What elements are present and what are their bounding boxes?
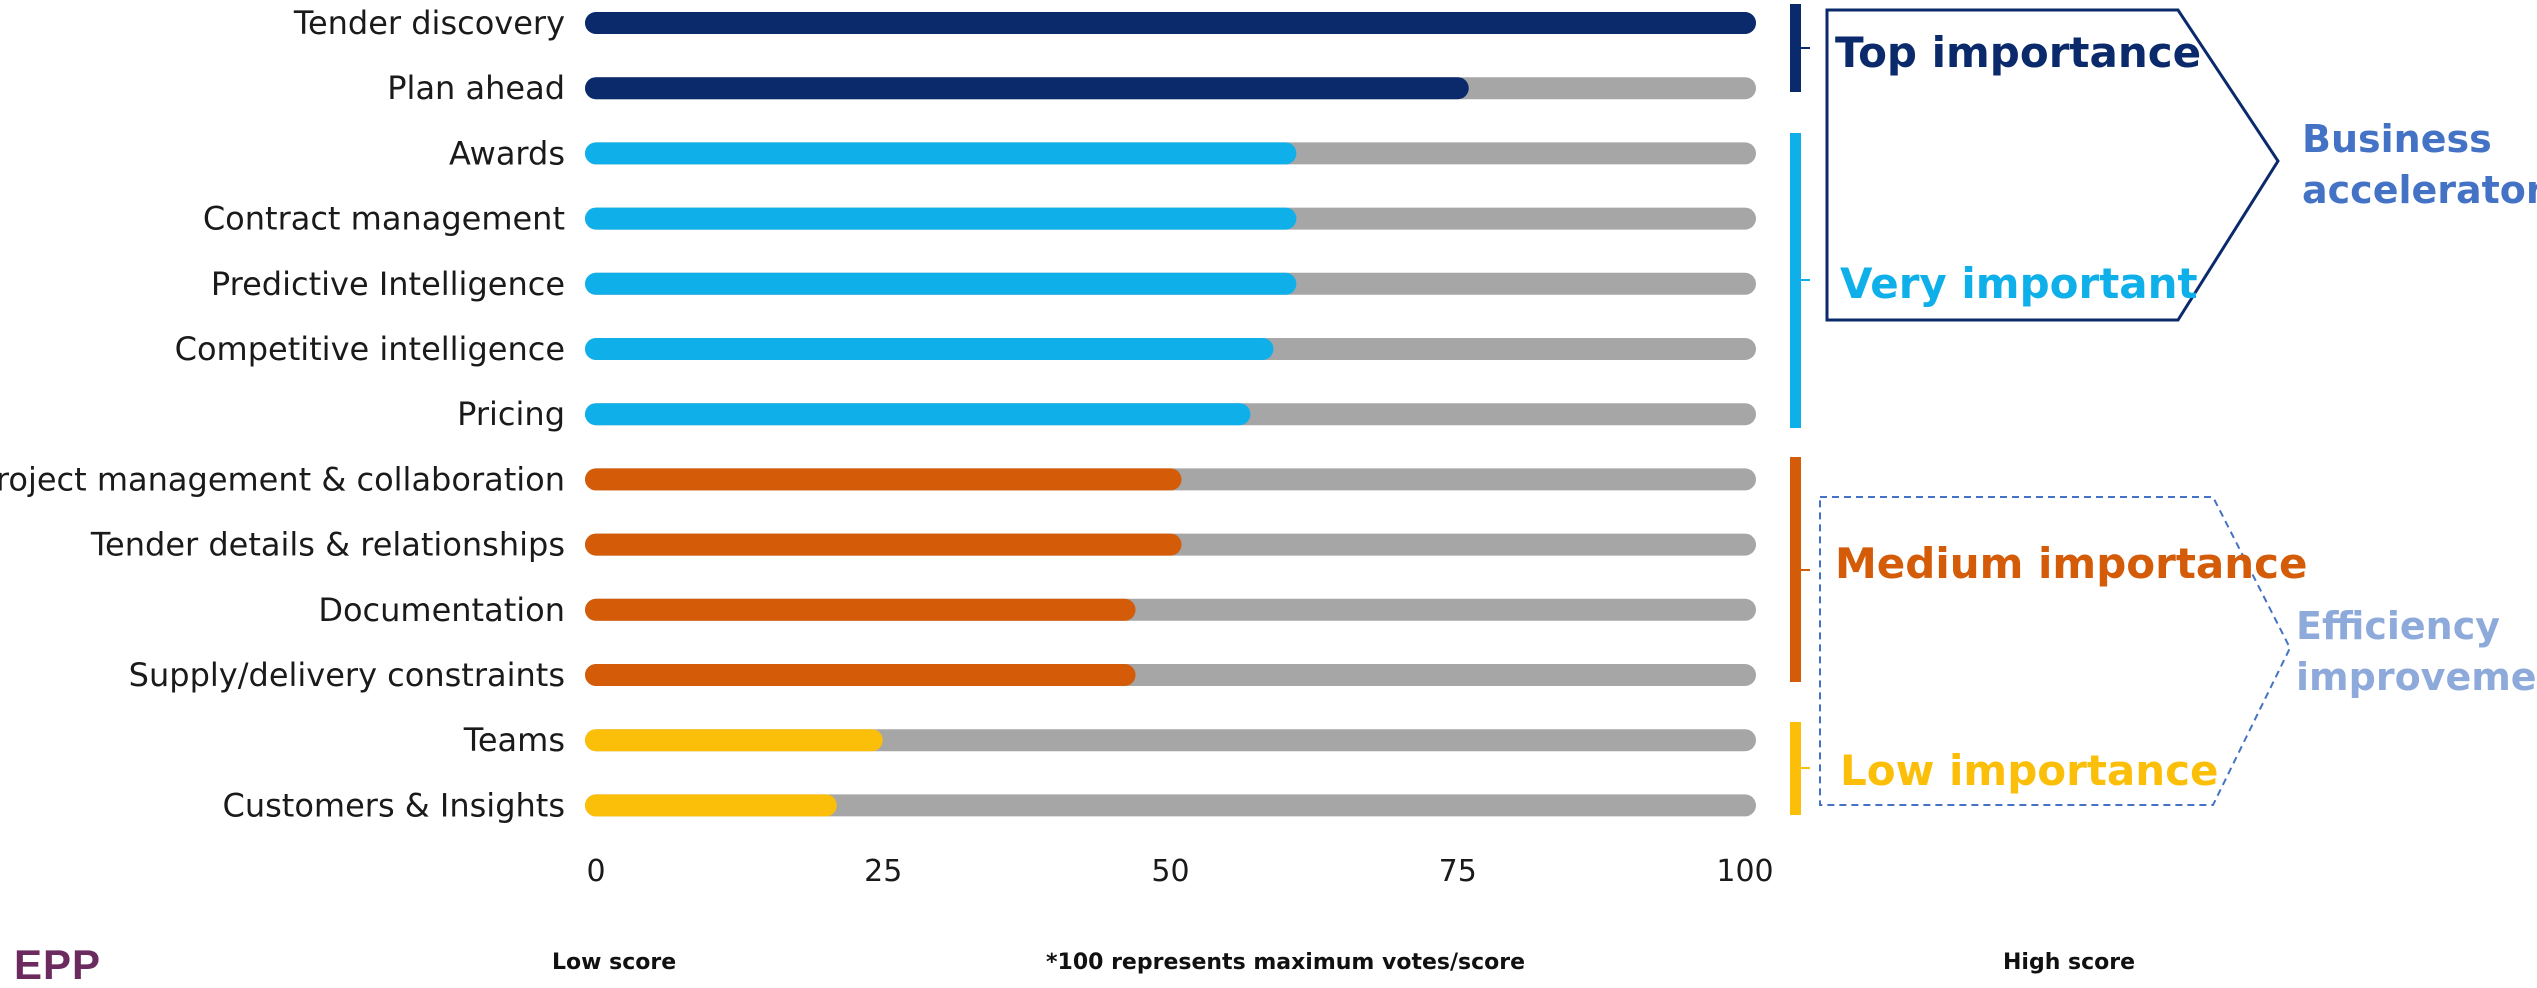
- category-label: Supply/delivery constraints: [129, 656, 565, 694]
- category-label: Plan ahead: [387, 69, 565, 107]
- bar: [585, 77, 1469, 100]
- bar: [585, 598, 1136, 621]
- bar: [585, 338, 1274, 360]
- max-score-note: *100 represents maximum votes/score: [1046, 950, 1526, 975]
- business-label-line1: Business: [2302, 117, 2492, 161]
- bracket-low: [1790, 722, 1801, 815]
- high-score-label: High score: [2003, 950, 2136, 975]
- x-tick-label: 50: [1151, 854, 1189, 889]
- category-label: Predictive Intelligence: [211, 265, 565, 303]
- x-tick-label: 25: [864, 854, 902, 889]
- x-tick-label: 75: [1439, 854, 1477, 889]
- category-label: Pricing: [457, 395, 565, 433]
- category-labels: Tender discovery Plan ahead Awards Contract…: [0, 4, 565, 824]
- bracket-medium: [1790, 457, 1801, 682]
- category-label: Tender details & relationships: [90, 526, 565, 564]
- group-label-top: Top importance: [1835, 28, 2201, 77]
- x-tick-label: 0: [586, 854, 605, 889]
- x-tick-label: 100: [1716, 854, 1773, 889]
- bars-layer: [585, 12, 1756, 817]
- category-label: Documentation: [318, 591, 565, 629]
- bar: [585, 468, 1182, 491]
- x-axis-ticks: 0 25 50 75 100: [586, 854, 1773, 889]
- efficiency-label-line1: Efficiency: [2296, 604, 2500, 648]
- group-brackets: [1790, 4, 1810, 815]
- efficiency-label-line2: improvement: [2296, 655, 2537, 699]
- category-label: Competitive intelligence: [175, 330, 565, 368]
- bar: [585, 533, 1182, 556]
- category-label: Tender discovery: [293, 4, 565, 42]
- category-label: Customers & Insights: [223, 786, 566, 824]
- group-label-medium: Medium importance: [1835, 539, 2308, 588]
- bar-track: [585, 794, 1756, 817]
- low-score-label: Low score: [552, 950, 677, 975]
- company-logo: EPP: [14, 941, 102, 988]
- bar: [585, 142, 1297, 165]
- category-label: Project management & collaboration: [0, 460, 565, 498]
- category-label: Contract management: [203, 200, 565, 238]
- bar: [585, 729, 883, 752]
- bracket-very: [1790, 133, 1801, 428]
- business-accelerators-chevron: [1825, 8, 2280, 322]
- bracket-top: [1790, 4, 1801, 92]
- bar: [585, 12, 1756, 34]
- category-label: Teams: [463, 721, 565, 759]
- category-label: Awards: [449, 134, 565, 172]
- business-label-line2: accelerators: [2302, 168, 2537, 212]
- bar: [585, 664, 1136, 686]
- group-label-very: Very important: [1840, 259, 2198, 308]
- efficiency-improvement-chevron: [1819, 496, 2292, 806]
- bar: [585, 794, 837, 817]
- bar: [585, 403, 1251, 426]
- group-label-low: Low importance: [1840, 746, 2219, 795]
- bar: [585, 207, 1297, 230]
- bar: [585, 272, 1297, 295]
